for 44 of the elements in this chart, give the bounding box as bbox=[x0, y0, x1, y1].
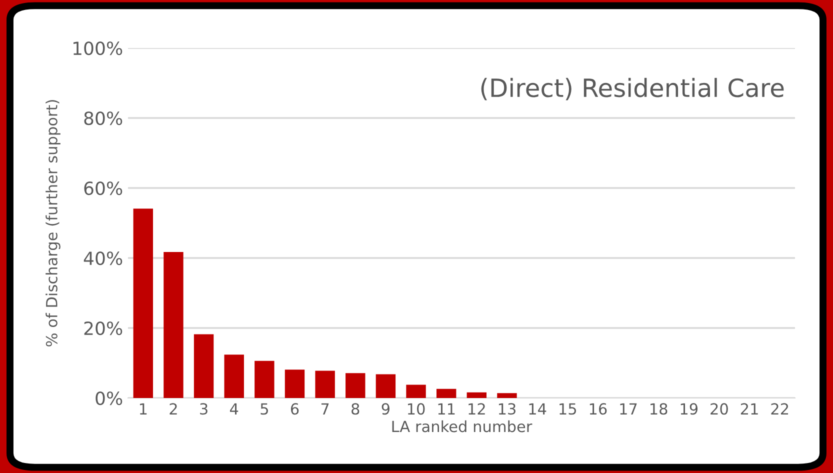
bar bbox=[376, 374, 396, 398]
x-tick-label: 8 bbox=[352, 403, 360, 415]
x-tick-label: 1 bbox=[140, 403, 147, 414]
x-tick-label: 3 bbox=[200, 403, 208, 415]
bar bbox=[346, 373, 366, 398]
bar bbox=[254, 360, 274, 398]
x-tick-label: 21 bbox=[740, 403, 758, 414]
y-tick-label: 60% bbox=[84, 181, 122, 196]
x-tick-label: 13 bbox=[498, 403, 516, 415]
x-tick-label: 17 bbox=[620, 403, 637, 414]
x-tick-label: 16 bbox=[590, 403, 607, 415]
text: (Direct) Residential Care bbox=[481, 78, 784, 100]
x-tick-label: 14 bbox=[529, 403, 546, 414]
x-tick-label: 7 bbox=[321, 403, 329, 414]
bar bbox=[466, 392, 487, 398]
y-tick-label: 80% bbox=[84, 111, 122, 126]
y-tick-label: 100% bbox=[74, 41, 122, 56]
bar bbox=[284, 370, 305, 398]
x-tick-label: 15 bbox=[560, 403, 576, 415]
bar bbox=[194, 334, 214, 398]
x-tick-label: 12 bbox=[468, 403, 485, 414]
x-tick-label: 19 bbox=[680, 403, 698, 415]
x-tick-label: 6 bbox=[290, 403, 299, 415]
bar bbox=[406, 384, 426, 398]
bar bbox=[497, 393, 517, 398]
y-axis-title: % of Discharge (further support) bbox=[46, 100, 60, 346]
x-tick-label: 5 bbox=[260, 403, 268, 415]
x-tick-label: 11 bbox=[438, 403, 455, 414]
x-tick-label: 18 bbox=[650, 403, 668, 415]
bar bbox=[224, 354, 244, 398]
y-tick-label: 40% bbox=[84, 251, 122, 266]
x-tick-label: 20 bbox=[710, 403, 728, 415]
bar bbox=[133, 208, 154, 398]
x-tick-label: 2 bbox=[170, 403, 177, 414]
x-tick-label: 4 bbox=[230, 403, 238, 414]
y-tick-label: 20% bbox=[84, 321, 122, 336]
x-axis-title: LA ranked number bbox=[392, 420, 532, 432]
bar bbox=[436, 388, 456, 398]
x-tick-label: 9 bbox=[382, 403, 390, 415]
y-tick-label: 0% bbox=[96, 391, 122, 406]
x-tick-label: 22 bbox=[771, 403, 788, 414]
bar bbox=[164, 252, 184, 398]
x-tick-label: 10 bbox=[408, 403, 425, 415]
bar bbox=[315, 370, 335, 398]
